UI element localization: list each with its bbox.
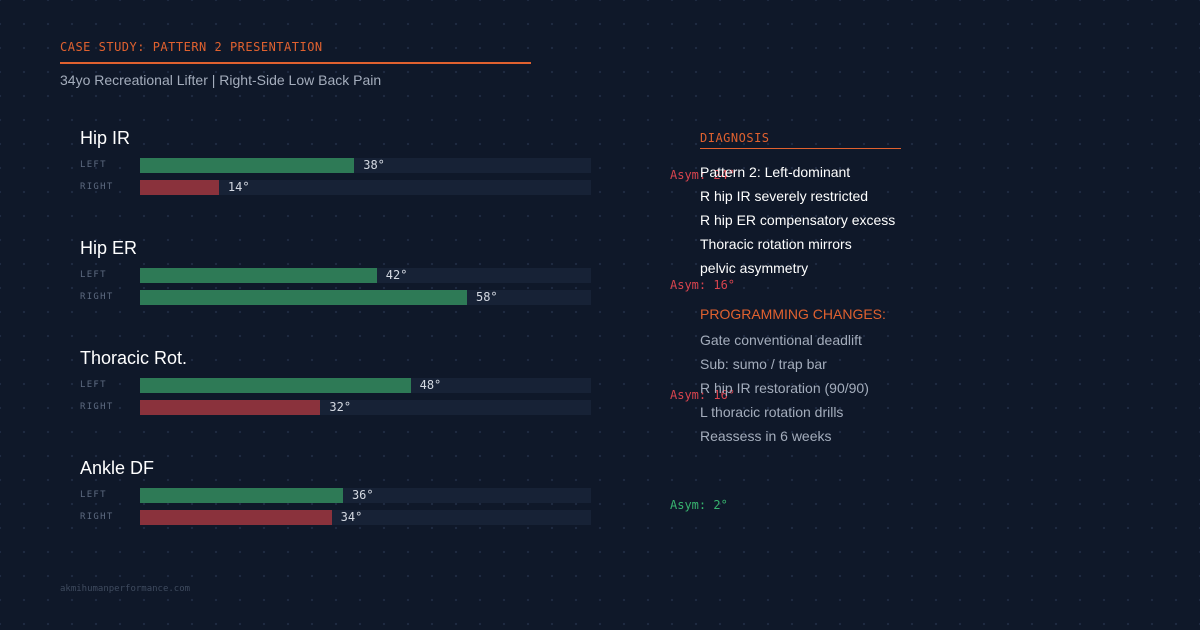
programming-line: Reassess in 6 weeks bbox=[700, 428, 832, 444]
bar-right bbox=[140, 290, 467, 305]
diagnosis-divider bbox=[700, 148, 901, 149]
value-label-left: 36° bbox=[351, 488, 374, 502]
side-label-right: RIGHT bbox=[80, 182, 114, 192]
bar-right bbox=[140, 400, 321, 415]
asymmetry-label: Asym: 24° bbox=[670, 168, 736, 182]
header-divider bbox=[60, 62, 531, 64]
diagnosis-line: Pattern 2: Left-dominant bbox=[700, 164, 851, 180]
bar-left bbox=[140, 378, 411, 393]
metric-group-hip-ir: Hip IR LEFT 38° RIGHT 14° bbox=[80, 127, 600, 207]
side-label-right: RIGHT bbox=[80, 402, 114, 412]
asymmetry-label: Asym: 16° bbox=[670, 388, 736, 402]
metric-group-thoracic-rot: Thoracic Rot. LEFT 48° RIGHT 32° bbox=[80, 347, 600, 427]
programming-line: Gate conventional deadlift bbox=[700, 332, 862, 348]
programming-line: R hip IR restoration (90/90) bbox=[700, 380, 869, 396]
case-study-eyebrow: CASE STUDY: PATTERN 2 PRESENTATION bbox=[60, 40, 323, 54]
bar-right bbox=[140, 510, 332, 525]
bar-track bbox=[140, 180, 591, 195]
value-label-right: 58° bbox=[475, 290, 498, 304]
diagnosis-line: pelvic asymmetry bbox=[700, 260, 809, 276]
programming-heading: PROGRAMMING CHANGES: bbox=[700, 306, 886, 322]
value-label-left: 42° bbox=[385, 268, 408, 282]
side-label-left: LEFT bbox=[80, 490, 107, 500]
metric-title: Thoracic Rot. bbox=[80, 348, 188, 368]
side-label-left: LEFT bbox=[80, 380, 107, 390]
value-label-left: 38° bbox=[363, 158, 385, 172]
value-label-right: 32° bbox=[329, 400, 352, 414]
bar-left bbox=[140, 268, 377, 283]
metric-group-ankle-df: Ankle DF LEFT 36° RIGHT 34° bbox=[80, 457, 600, 537]
side-label-right: RIGHT bbox=[80, 292, 114, 302]
bar-right bbox=[140, 180, 219, 195]
diagnosis-line: R hip IR severely restricted bbox=[700, 188, 869, 204]
footer-url: akmihumanperformance.com bbox=[60, 584, 191, 594]
programming-line: Sub: sumo / trap bar bbox=[700, 356, 827, 372]
side-label-left: LEFT bbox=[80, 160, 107, 170]
diagnosis-heading: DIAGNOSIS bbox=[700, 131, 770, 145]
value-label-right: 34° bbox=[340, 510, 363, 524]
side-label-right: RIGHT bbox=[80, 512, 114, 522]
bar-left bbox=[140, 488, 343, 503]
asymmetry-label: Asym: 2° bbox=[670, 498, 728, 512]
value-label-right: 14° bbox=[227, 180, 250, 194]
metric-group-hip-er: Hip ER LEFT 42° RIGHT 58° bbox=[80, 237, 600, 317]
side-label-left: LEFT bbox=[80, 270, 107, 280]
value-label-left: 48° bbox=[419, 378, 442, 392]
metric-title: Hip IR bbox=[80, 128, 131, 148]
programming-line: L thoracic rotation drills bbox=[700, 404, 844, 420]
asymmetry-label: Asym: 16° bbox=[670, 278, 736, 292]
bar-left bbox=[140, 158, 355, 173]
metric-title: Ankle DF bbox=[80, 458, 155, 478]
metric-title: Hip ER bbox=[80, 238, 138, 258]
diagnosis-line: Thoracic rotation mirrors bbox=[700, 236, 852, 252]
diagnosis-list: Pattern 2: Left-dominant R hip IR severe… bbox=[700, 160, 895, 280]
case-subtitle: 34yo Recreational Lifter | Right-Side Lo… bbox=[60, 72, 382, 88]
diagnosis-line: R hip ER compensatory excess bbox=[700, 212, 896, 228]
programming-list: Gate conventional deadlift Sub: sumo / t… bbox=[700, 328, 869, 448]
